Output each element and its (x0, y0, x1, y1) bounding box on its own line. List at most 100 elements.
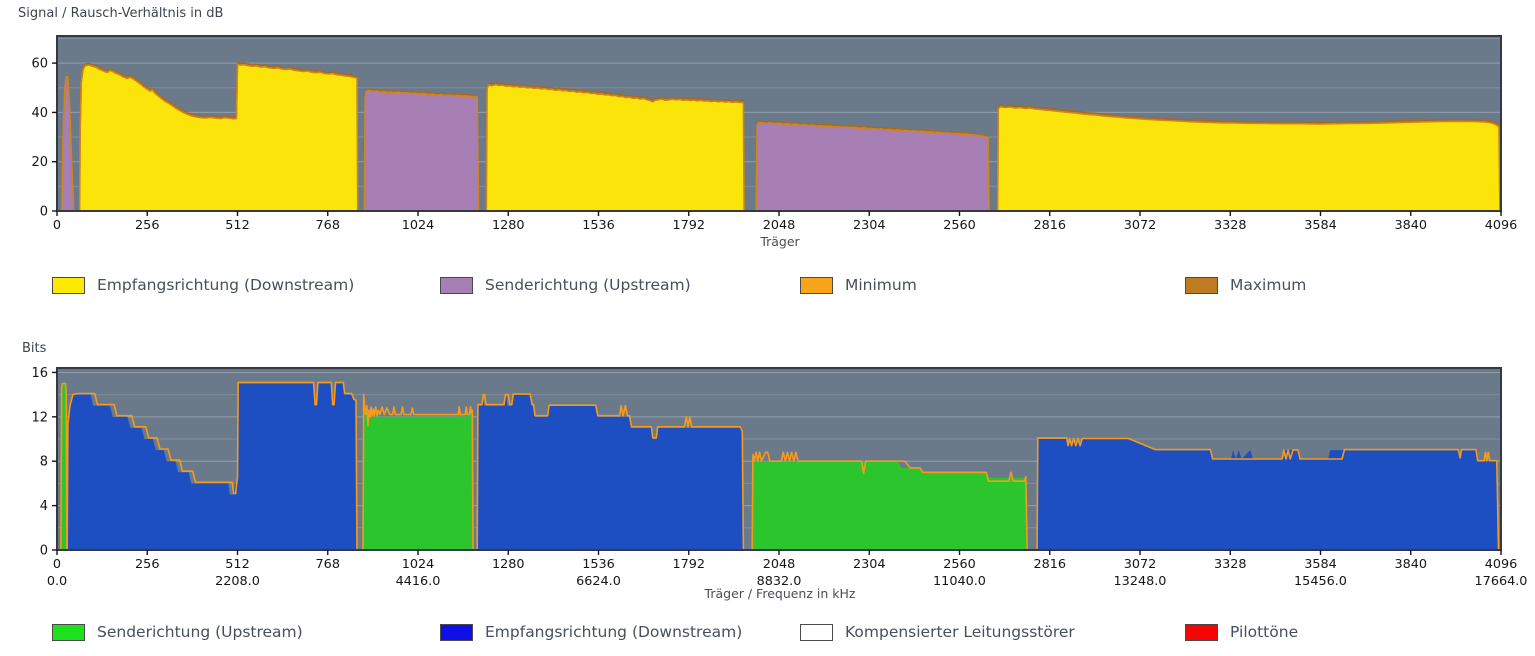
legend-item-bits-compensated-disturber: Kompensierter Leitungsstörer (800, 623, 1075, 641)
snr-downstream-3-outline (996, 105, 1501, 212)
x-tick-label: 3840 (1394, 218, 1427, 233)
legend-item-bits-pilot-tones: Pilottöne (1185, 623, 1298, 641)
snr-upstream-1-fill (364, 90, 479, 211)
bits-legend: Senderichtung (Upstream) Empfangsrichtung… (0, 623, 1535, 645)
y-tick-label: 12 (31, 410, 48, 425)
legend-item-bits-downstream: Empfangsrichtung (Downstream) (440, 623, 742, 641)
x-tick-label: 4096 (1485, 218, 1518, 233)
snr-upstream-2-max-line (756, 120, 989, 138)
x-freq-tick-label: 0.0 (47, 574, 67, 589)
legend-swatch-upstream (440, 276, 473, 294)
x-tick-label: 768 (316, 218, 340, 233)
x-tick-label: 1024 (402, 218, 435, 233)
x-freq-tick-label: 6624.0 (576, 574, 621, 589)
x-tick-label: 4096 (1485, 557, 1518, 572)
bits-downstream-2-outline (476, 393, 745, 551)
y-tick-label: 0 (40, 544, 48, 559)
x-freq-tick-label: 11040.0 (933, 574, 986, 589)
x-tick-label: 3840 (1394, 557, 1427, 572)
x-tick-label: 3072 (1124, 218, 1157, 233)
x-tick-label: 256 (135, 557, 159, 572)
legend-swatch-maximum (1185, 276, 1218, 294)
x-freq-tick-label: 17664.0 (1475, 574, 1528, 589)
snr-downstream-3-max-line (997, 104, 1500, 126)
snr-downstream-1-max-line (79, 61, 358, 124)
x-freq-tick-label: 15456.0 (1294, 574, 1347, 589)
snr-downstream-2-outline (485, 83, 745, 212)
snr-downstream-1-fill (79, 64, 358, 211)
legend-label: Senderichtung (Upstream) (97, 623, 303, 641)
snr-upstream-0-fill (61, 76, 74, 211)
bits-upstream-1-fill (363, 394, 473, 550)
legend-label: Empfangsrichtung (Downstream) (485, 623, 743, 641)
x-tick-label: 3072 (1124, 557, 1157, 572)
bits-downstream-3-outline (1036, 437, 1500, 551)
snr-upstream-1-outline (363, 89, 480, 212)
legend-item-bits-upstream: Senderichtung (Upstream) (52, 623, 303, 641)
snr-upstream-2-fill (756, 122, 990, 211)
snr-upstream-2-outline (755, 121, 990, 212)
x-tick-label: 1280 (492, 557, 525, 572)
x-tick-label: 1792 (672, 218, 705, 233)
snr-downstream-2-fill (486, 84, 745, 211)
legend-swatch-downstream (52, 276, 85, 294)
legend-swatch-pilot-tones (1185, 623, 1218, 641)
legend-swatch-upstream (52, 623, 85, 641)
snr-chart-title: Signal / Rausch-Verhältnis in dB (18, 6, 224, 21)
snr-downstream-1-outline (78, 63, 359, 212)
x-tick-label: 256 (135, 218, 159, 233)
y-tick-label: 16 (31, 366, 48, 381)
legend-label: Kompensierter Leitungsstörer (845, 623, 1075, 641)
bits-upstream-1-outline (362, 393, 474, 551)
x-tick-label: 2048 (763, 218, 796, 233)
snr-upstream-0-outline (61, 75, 75, 212)
snr-downstream-3-fill (997, 106, 1500, 211)
x-tick-label: 2304 (853, 218, 886, 233)
x-tick-label: 1024 (402, 557, 435, 572)
x-tick-label: 0 (53, 218, 61, 233)
y-tick-label: 0 (40, 205, 48, 220)
x-tick-label: 0 (53, 557, 61, 572)
legend-item-snr-minimum: Minimum (800, 276, 917, 294)
x-tick-label: 2304 (853, 557, 886, 572)
bits-downstream-1-fill (67, 383, 357, 550)
legend-swatch-downstream (440, 623, 473, 641)
bits-upstream-2-fill (752, 461, 1028, 550)
y-tick-label: 8 (40, 455, 48, 470)
x-freq-tick-label: 2208.0 (215, 574, 260, 589)
y-tick-label: 20 (31, 155, 48, 170)
x-freq-tick-label: 4416.0 (396, 574, 441, 589)
y-tick-label: 60 (31, 57, 48, 72)
x-tick-label: 3328 (1214, 557, 1247, 572)
x-tick-label: 2816 (1033, 557, 1066, 572)
x-freq-tick-label: 8832.0 (757, 574, 802, 589)
y-tick-label: 4 (40, 499, 48, 514)
x-tick-label: 2560 (943, 218, 976, 233)
bits-upstream-2-outline (751, 451, 1028, 551)
legend-swatch-compensated-disturber (800, 623, 833, 641)
x-tick-label: 3584 (1304, 218, 1337, 233)
legend-swatch-minimum (800, 276, 833, 294)
legend-label: Senderichtung (Upstream) (485, 276, 691, 294)
legend-item-snr-downstream: Empfangsrichtung (Downstream) (52, 276, 354, 294)
x-tick-label: 2560 (943, 557, 976, 572)
x-tick-label: 2048 (763, 557, 796, 572)
y-tick-label: 40 (31, 106, 48, 121)
x-tick-label: 3328 (1214, 218, 1247, 233)
bits-downstream-2-fill (477, 394, 744, 550)
legend-label: Minimum (845, 276, 917, 294)
snr-upstream-1-max-line (364, 88, 478, 97)
snr-downstream-2-max-line (486, 82, 744, 103)
bits-upstream-0-outline (60, 382, 68, 551)
x-tick-label: 512 (225, 218, 249, 233)
bits-chart-title: Bits (22, 341, 47, 356)
x-tick-label: 2816 (1033, 218, 1066, 233)
legend-label: Empfangsrichtung (Downstream) (97, 276, 355, 294)
bits-upstream-0-fill (60, 383, 67, 550)
x-tick-label: 1536 (582, 557, 615, 572)
legend-label: Maximum (1230, 276, 1307, 294)
bits-downstream-3-fill (1037, 439, 1499, 550)
snr-x-axis-label: Träger (760, 234, 800, 249)
bits-downstream-1-outline (66, 381, 358, 551)
